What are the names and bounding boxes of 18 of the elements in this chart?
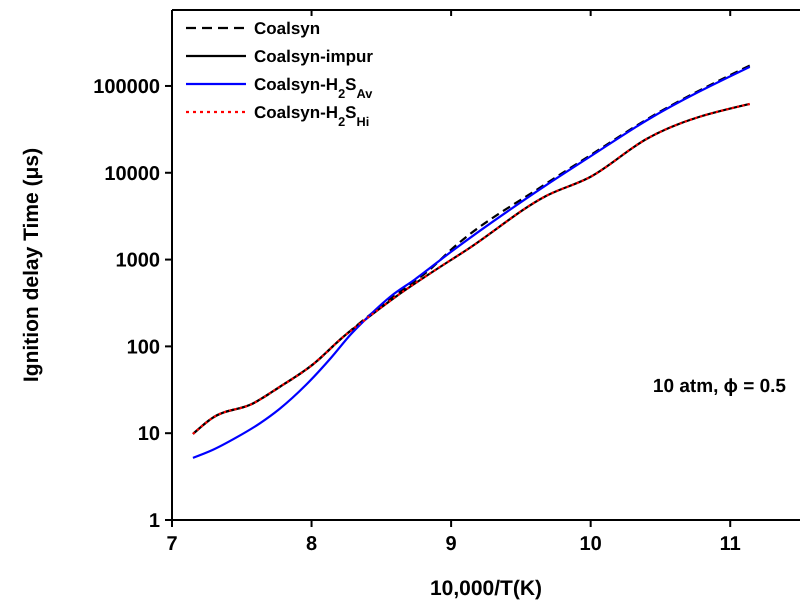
x-axis-title: 10,000/T(K)	[430, 577, 542, 600]
legend-label: Coalsyn	[254, 18, 320, 38]
x-tick-label: 10	[580, 533, 602, 555]
y-tick-label: 100	[126, 336, 160, 358]
annotation: 10 atm, ϕ = 0.5	[652, 376, 786, 397]
x-tick-label: 9	[446, 533, 457, 555]
y-tick-label: 1000	[116, 250, 160, 272]
y-axis-title: Ignition delay Time (μs)	[20, 148, 43, 382]
y-tick-label: 1	[148, 510, 160, 532]
y-tick-label: 10000	[104, 162, 160, 185]
y-tick-label: 10	[138, 423, 160, 446]
legend-label: Coalsyn-impur	[254, 46, 374, 66]
x-tick-label: 7	[166, 533, 178, 555]
y-tick-label: 100000	[93, 76, 160, 98]
legend-label: Coalsyn-H$_{2}$S$_{Av}$	[254, 74, 374, 100]
x-tick-label: 11	[720, 533, 741, 555]
x-tick-label: 8	[306, 533, 318, 555]
legend-label: Coalsyn-H$_{2}$S$_{Hi}$	[254, 102, 370, 128]
